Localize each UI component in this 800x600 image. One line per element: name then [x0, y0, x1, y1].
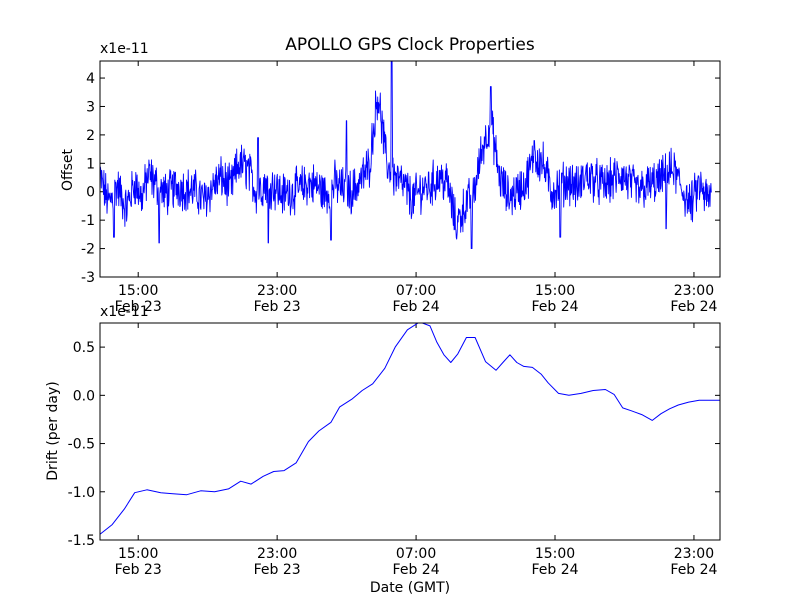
y-tick-label: 1: [86, 156, 95, 172]
x-tick-label-time: 15:00: [118, 546, 158, 562]
drift-plot-frame: [99, 322, 721, 541]
drift-series-line: [100, 323, 720, 535]
y-tick-label: -1.5: [68, 533, 95, 549]
x-tick-label-date: Feb 24: [393, 562, 440, 578]
x-tick-label-date: Feb 23: [254, 299, 301, 315]
y-tick-label: 3: [86, 99, 95, 115]
y-tick-label: 2: [86, 128, 95, 144]
y-tick-label: -3: [81, 270, 95, 286]
y-tick-label: 0.0: [73, 388, 95, 404]
x-tick-label-time: 23:00: [257, 546, 297, 562]
y-tick-label: 4: [86, 71, 95, 87]
y-tick-label: -2: [81, 242, 95, 258]
y-tick-label: 0.5: [73, 340, 95, 356]
drift-x-axis-label: Date (GMT): [370, 580, 450, 596]
offset-y-axis-label: Offset: [60, 148, 76, 191]
drift-y-multiplier: x1e-11: [100, 304, 149, 320]
x-tick-label-time: 07:00: [396, 283, 436, 299]
x-tick-label-date: Feb 23: [115, 299, 162, 315]
drift-panel: x1e-11 Drift (per day) -1.5 -1.0 -0.5 0.0 0.…: [45, 304, 721, 596]
x-tick-label-date: Feb 23: [254, 562, 301, 578]
x-tick-label-time: 15:00: [118, 283, 158, 299]
drift-plot-area: [100, 323, 720, 535]
y-tick-label: -0.5: [68, 437, 95, 453]
x-tick-label-date: Feb 24: [393, 299, 440, 315]
offset-series-line: [100, 61, 712, 250]
x-tick-label-date: Feb 24: [670, 299, 717, 315]
x-tick-label-time: 15:00: [535, 546, 575, 562]
x-tick-label-time: 07:00: [396, 546, 436, 562]
x-tick-label-date: Feb 24: [531, 299, 578, 315]
x-tick-label-date: Feb 24: [531, 562, 578, 578]
x-tick-label-time: 23:00: [674, 283, 714, 299]
y-tick-label: 0: [86, 185, 95, 201]
y-tick-label: -1: [81, 213, 95, 229]
x-tick-label-time: 23:00: [674, 546, 714, 562]
offset-plot-area: [100, 61, 712, 250]
y-tick-label: -1.0: [68, 485, 95, 501]
x-tick-label-time: 23:00: [257, 283, 297, 299]
x-tick-label-time: 15:00: [535, 283, 575, 299]
chart-title: APOLLO GPS Clock Properties: [285, 35, 535, 55]
x-tick-label-date: Feb 24: [670, 562, 717, 578]
drift-y-axis-label: Drift (per day): [45, 381, 61, 480]
offset-plot-frame: [99, 60, 721, 278]
x-tick-label-date: Feb 23: [115, 562, 162, 578]
offset-y-multiplier: x1e-11: [100, 41, 149, 57]
